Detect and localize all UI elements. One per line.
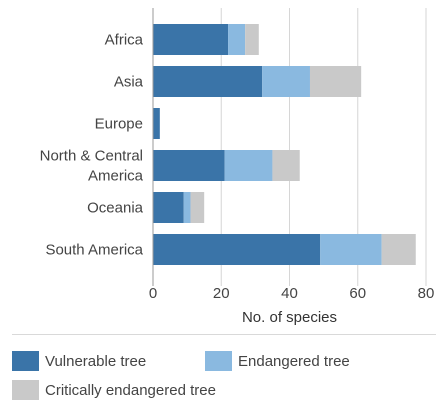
bar-south-america-endangered-tree — [320, 234, 382, 265]
bar-south-america-critically-endangered-tree — [381, 234, 416, 265]
legend-swatch-vulnerable — [12, 351, 39, 371]
category-label-oceania: Oceania — [87, 200, 144, 217]
legend-item-endangered: Endangered tree — [205, 351, 350, 371]
legend-swatch-critically-endangered — [12, 380, 39, 400]
bar-africa-vulnerable-tree — [153, 24, 229, 55]
x-tick-label-80: 80 — [418, 285, 435, 302]
x-tick-label-0: 0 — [149, 285, 157, 302]
bar-oceania-critically-endangered-tree — [190, 192, 205, 223]
bar-oceania-vulnerable-tree — [153, 192, 184, 223]
bar-africa-endangered-tree — [228, 24, 246, 55]
legend-swatch-endangered — [205, 351, 232, 371]
legend-label-critically-endangered: Critically endangered tree — [45, 381, 216, 399]
category-label-asia: Asia — [114, 74, 144, 91]
bar-north-central-america-endangered-tree — [224, 150, 273, 181]
bar-north-central-america-critically-endangered-tree — [272, 150, 300, 181]
legend-label-vulnerable: Vulnerable tree — [45, 352, 147, 370]
bar-oceania-endangered-tree — [183, 192, 191, 223]
bar-europe-vulnerable-tree — [153, 108, 160, 139]
legend-label-endangered: Endangered tree — [238, 352, 350, 370]
bar-asia-vulnerable-tree — [153, 66, 263, 97]
category-label-europe: Europe — [95, 116, 143, 133]
x-tick-label-40: 40 — [281, 285, 298, 302]
category-label-north-central-america: North & Central America — [40, 148, 144, 185]
legend-item-critically-endangered: Critically endangered tree — [12, 380, 216, 400]
stacked-bar-chart: Africa Asia Europe North & Central America Oc… — [40, 8, 435, 326]
category-label-africa: Africa — [105, 32, 144, 49]
bar-asia-endangered-tree — [262, 66, 310, 97]
category-label-south-america: South America — [45, 242, 143, 259]
bar-africa-critically-endangered-tree — [245, 24, 259, 55]
x-axis-title: No. of species — [242, 309, 337, 326]
legend: Vulnerable tree Endangered tree Critical… — [12, 334, 436, 408]
x-tick-label-60: 60 — [349, 285, 366, 302]
bar-north-central-america-vulnerable-tree — [153, 150, 225, 181]
legend-item-vulnerable: Vulnerable tree — [12, 351, 146, 371]
bar-asia-critically-endangered-tree — [309, 66, 362, 97]
bar-south-america-vulnerable-tree — [153, 234, 321, 265]
x-tick-labels: 0 20 40 60 80 — [149, 285, 435, 302]
category-labels: Africa Asia Europe North & Central America Oc… — [40, 32, 144, 259]
x-tick-label-20: 20 — [213, 285, 230, 302]
bars — [153, 24, 416, 265]
